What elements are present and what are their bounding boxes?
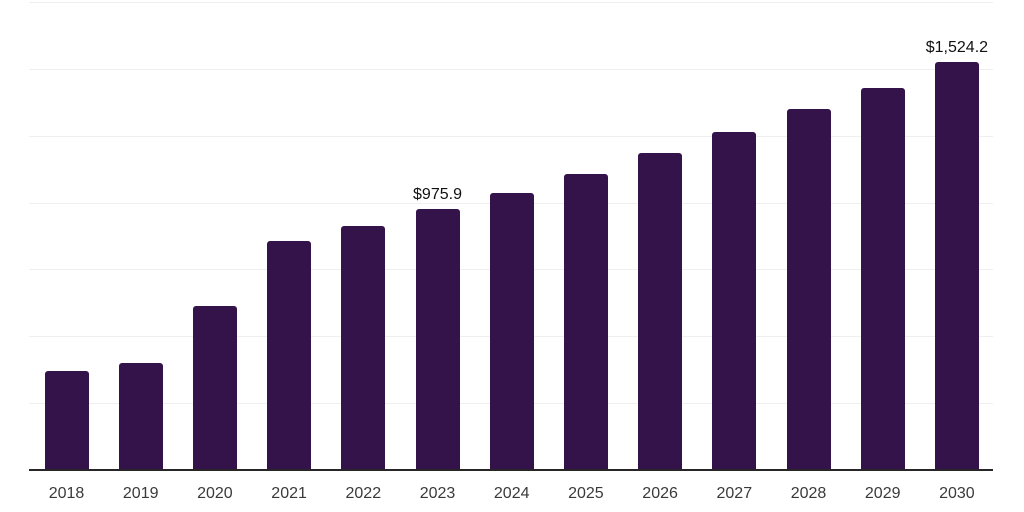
bar-2023 (415, 209, 460, 470)
x-tick-label-2020: 2020 (197, 485, 233, 502)
bar-2027 (712, 131, 757, 470)
bar-2020 (192, 306, 237, 470)
x-tick-label-2028: 2028 (790, 485, 827, 502)
bar-2025 (563, 173, 608, 470)
x-tick-label-2029: 2029 (864, 485, 901, 502)
x-tick-label-2018: 2018 (48, 485, 85, 502)
data-label-2030: $1,524.2 (925, 39, 989, 57)
x-tick-label-2022: 2022 (345, 485, 382, 502)
bar-2021 (267, 241, 312, 470)
x-axis-line (29, 469, 993, 471)
bar-2024 (489, 192, 534, 470)
gridline (29, 2, 993, 3)
x-tick-label-2026: 2026 (642, 485, 678, 502)
gridline (29, 135, 993, 137)
x-tick-label-2021: 2021 (271, 485, 307, 502)
bar-2026 (638, 152, 683, 470)
x-tick-label-2025: 2025 (568, 485, 604, 502)
gridline (29, 68, 993, 70)
bar-2018 (44, 371, 89, 470)
x-tick-label-2023: 2023 (419, 485, 456, 502)
bar-2022 (341, 225, 386, 470)
data-label-2023: $975.9 (413, 186, 462, 204)
bar-2030 (934, 62, 979, 470)
x-tick-label-2030: 2030 (939, 485, 975, 502)
plot-area: $975.9 $1,524.2 (29, 0, 993, 471)
bar-2028 (786, 108, 831, 470)
x-tick-label-2027: 2027 (716, 485, 753, 502)
x-tick-label-2019: 2019 (122, 485, 159, 502)
x-tick-label-2024: 2024 (493, 485, 530, 502)
bar-2029 (860, 87, 905, 470)
bar-2019 (118, 363, 163, 470)
